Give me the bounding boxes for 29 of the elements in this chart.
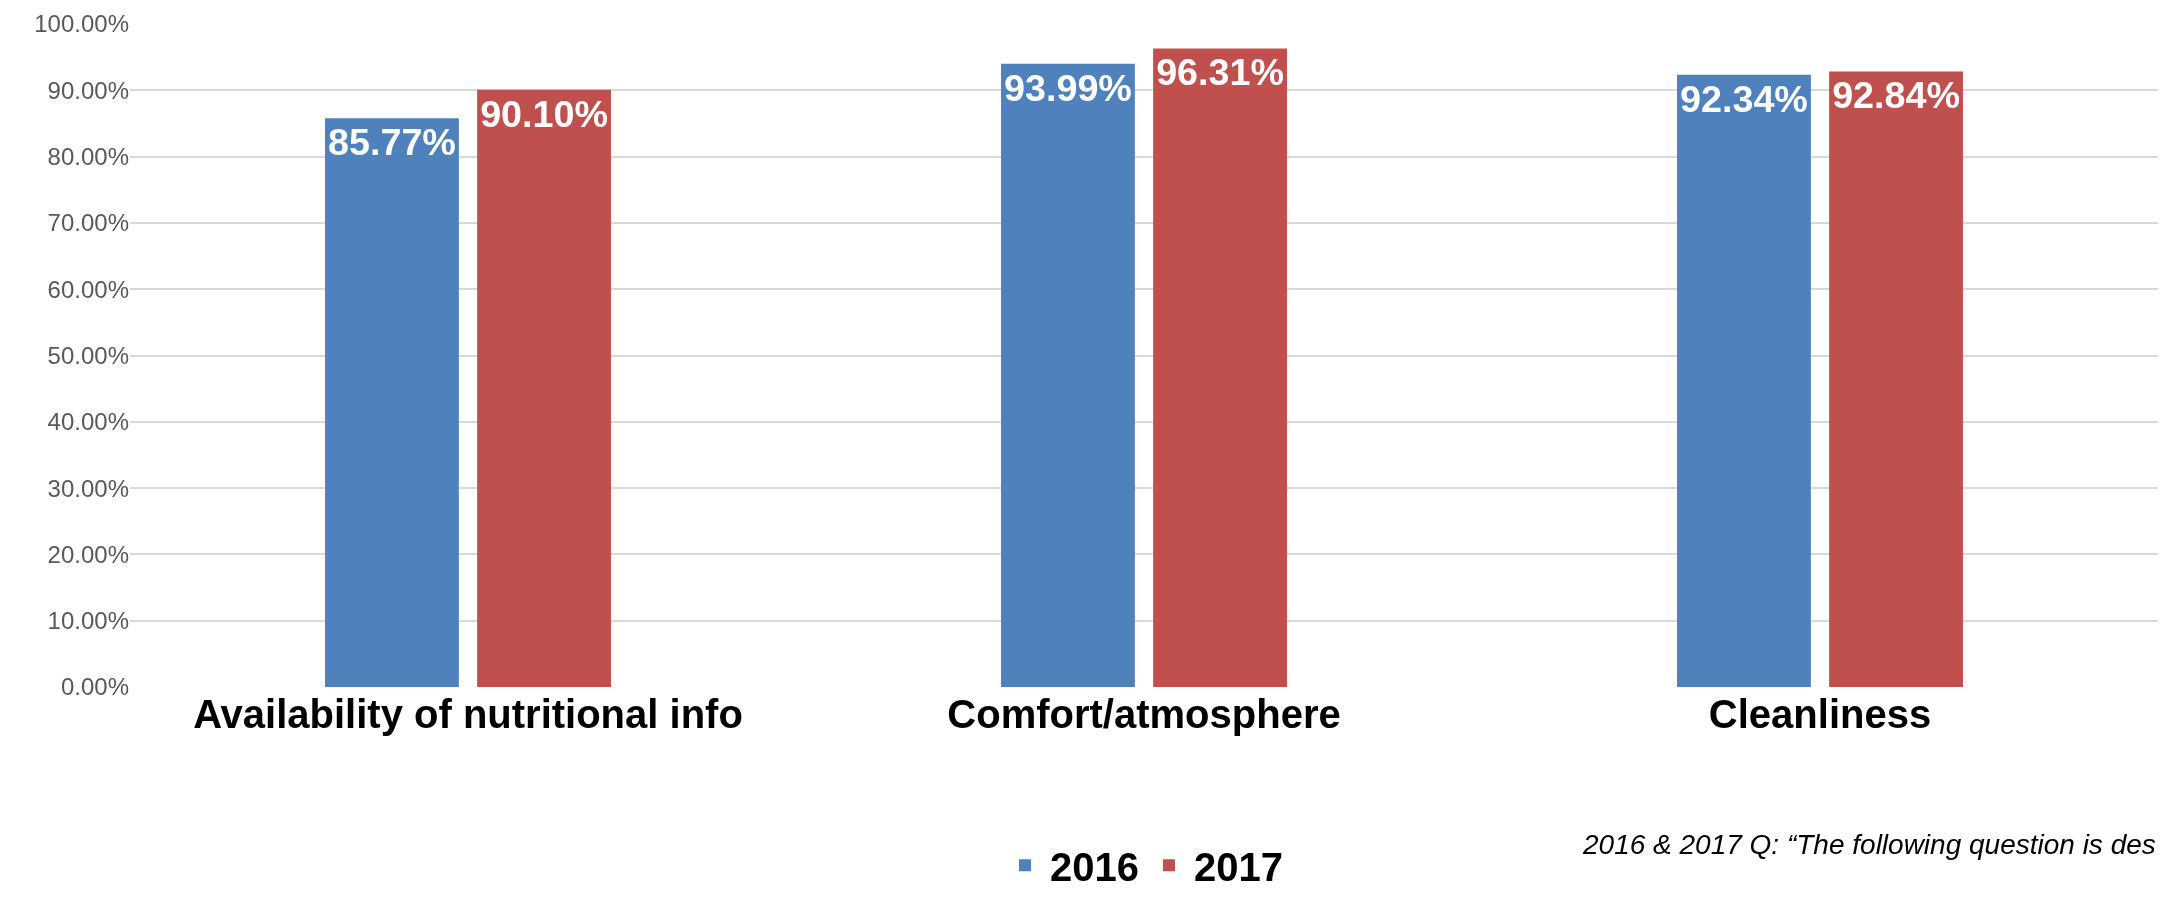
data-label: 96.31% <box>1156 51 1284 94</box>
data-label: 92.34% <box>1680 77 1808 120</box>
bar <box>477 89 611 687</box>
legend-label: 2016 <box>1050 844 1139 889</box>
y-tick-label: 100.00% <box>34 10 129 38</box>
y-tick-label: 50.00% <box>47 341 129 369</box>
y-tick-label: 90.00% <box>47 76 129 104</box>
x-tick-label: Comfort/atmosphere <box>947 692 1341 736</box>
bar <box>1829 71 1963 687</box>
legend-label: 2017 <box>1193 844 1283 889</box>
y-tick-label: 60.00% <box>47 275 129 303</box>
bar <box>325 118 459 687</box>
y-tick-label: 10.00% <box>47 607 129 635</box>
y-tick-label: 20.00% <box>47 540 129 568</box>
y-tick-label: 40.00% <box>47 408 129 436</box>
y-tick-label: 30.00% <box>47 474 129 502</box>
x-tick-label: Availability of nutritional info <box>193 692 743 736</box>
y-tick-label: 80.00% <box>47 143 129 170</box>
data-label: 85.77% <box>328 121 456 164</box>
y-tick-label: 0.00% <box>60 673 129 701</box>
bar <box>1001 63 1135 687</box>
text: 2016 & 2017 Q: “The following question is des <box>1582 829 2156 860</box>
y-tick-label: 70.00% <box>47 209 129 237</box>
data-label: 92.84% <box>1832 74 1960 117</box>
data-label: 93.99% <box>1004 66 1132 109</box>
x-tick-label: Cleanliness <box>1708 692 1932 736</box>
bar <box>1677 74 1811 687</box>
bar <box>1153 48 1287 687</box>
data-label: 90.10% <box>480 92 608 135</box>
